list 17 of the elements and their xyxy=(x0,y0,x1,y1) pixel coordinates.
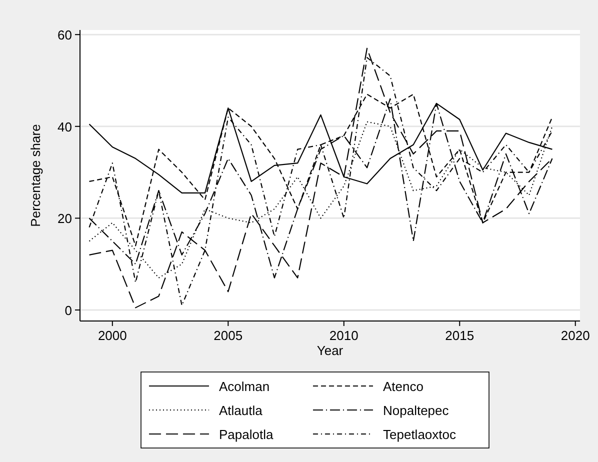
legend-label: Atlautla xyxy=(219,403,264,418)
y-tick-label: 0 xyxy=(64,302,72,318)
y-tick-label: 60 xyxy=(58,28,72,43)
y-axis-title: Percentage share xyxy=(28,124,43,227)
x-tick-label: 2015 xyxy=(445,328,474,343)
x-tick-label: 2020 xyxy=(560,328,590,343)
legend-label: Papalotla xyxy=(219,427,274,442)
y-tick-label: 40 xyxy=(58,119,72,134)
x-axis-title: Year xyxy=(316,343,344,358)
x-tick-label: 2000 xyxy=(98,328,127,343)
legend-label: Acolman xyxy=(219,379,270,394)
legend-label: Atenco xyxy=(383,379,424,394)
y-tick-label: 20 xyxy=(58,211,72,226)
legend-label: Tepetlaoxtoc xyxy=(383,427,456,442)
legend-label: Nopaltepec xyxy=(383,403,450,418)
x-tick-label: 2005 xyxy=(214,328,243,343)
x-tick-label: 2010 xyxy=(329,328,358,343)
